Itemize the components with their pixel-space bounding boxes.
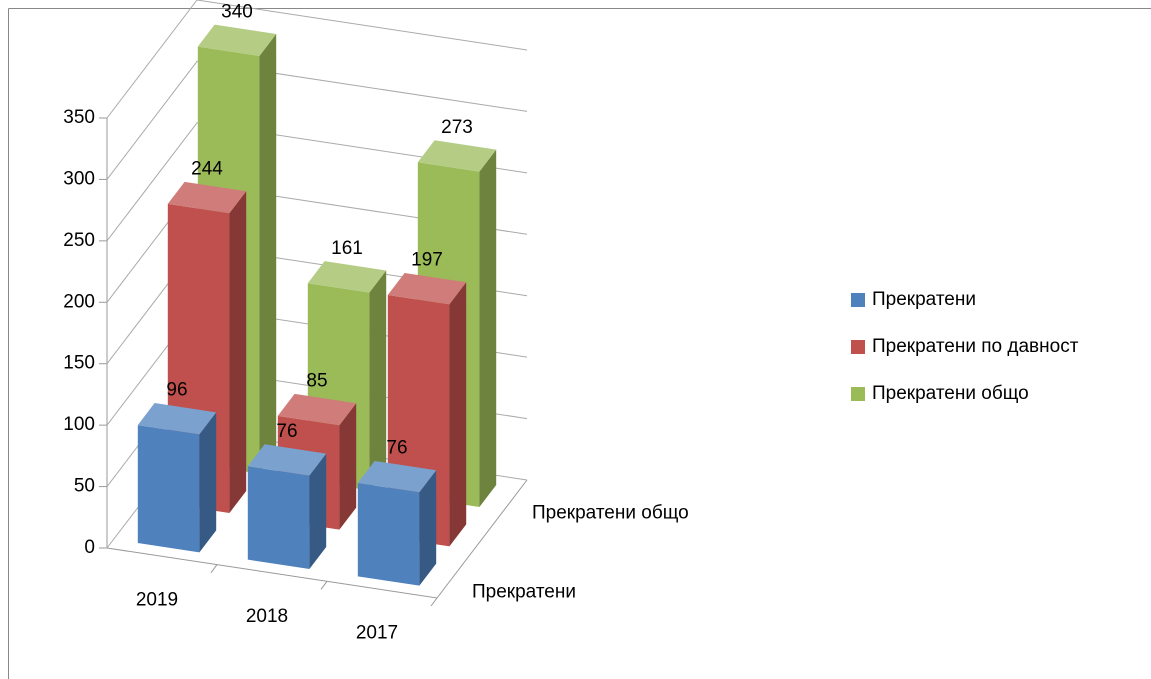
x-tick (210, 564, 218, 573)
value-label: 96 (166, 380, 187, 401)
bar (357, 460, 437, 586)
y-tick-label: 200 (63, 291, 95, 312)
value-label: 273 (441, 117, 473, 138)
x-tick (430, 597, 438, 607)
y-tick-label: 250 (63, 230, 95, 251)
x-tick-label: 2019 (136, 589, 178, 610)
bar-side (449, 282, 467, 547)
x-tick-label: 2018 (246, 606, 288, 627)
value-label: 76 (276, 421, 297, 442)
bar-top (167, 181, 247, 214)
legend-label: Прекратени по давност (872, 336, 1079, 357)
value-label: 76 (386, 438, 407, 459)
y-tick-label: 350 (63, 107, 95, 128)
bar-top (197, 24, 277, 56)
legend-swatch (851, 340, 865, 354)
value-label: 244 (191, 159, 223, 180)
legend-label: Прекратени (872, 289, 976, 310)
legend-label: Прекратени общо (872, 383, 1029, 404)
x-tick-label: 2017 (356, 623, 398, 644)
y-tick-label: 0 (84, 537, 95, 558)
bar-front (137, 425, 200, 553)
bar-side (259, 33, 277, 474)
bar-top (137, 403, 217, 435)
bar (137, 403, 217, 553)
bar-side (199, 412, 217, 553)
depth-label: Прекратени общо (532, 503, 689, 524)
bar-top (357, 460, 437, 493)
bar-side (479, 149, 497, 508)
bar-top (387, 272, 467, 305)
y-tick-label: 150 (63, 353, 95, 374)
y-tick-label: 300 (63, 168, 95, 189)
y-tick-label: 100 (63, 414, 95, 435)
value-label: 340 (221, 1, 253, 22)
bar-top (277, 393, 357, 426)
bar-front (357, 482, 420, 586)
bar-front (247, 466, 310, 570)
bar-top (247, 444, 327, 476)
bar-side (419, 470, 437, 586)
grid-line (106, 122, 528, 242)
bar-top (417, 140, 497, 172)
value-label: 197 (411, 250, 443, 271)
bar-side (339, 403, 357, 530)
bar (247, 444, 327, 570)
value-label: 85 (306, 371, 327, 392)
legend-swatch (851, 293, 865, 307)
x-tick (320, 581, 328, 590)
grid-line (106, 60, 528, 180)
bar-side (229, 191, 247, 514)
depth-label: Прекратени (472, 581, 576, 602)
bar-side (309, 453, 327, 570)
bar-side (369, 270, 387, 491)
legend-swatch (851, 387, 865, 401)
bar-top (307, 261, 387, 293)
value-label: 161 (331, 238, 363, 259)
grid-line (106, 0, 528, 119)
y-tick-label: 50 (74, 476, 95, 497)
